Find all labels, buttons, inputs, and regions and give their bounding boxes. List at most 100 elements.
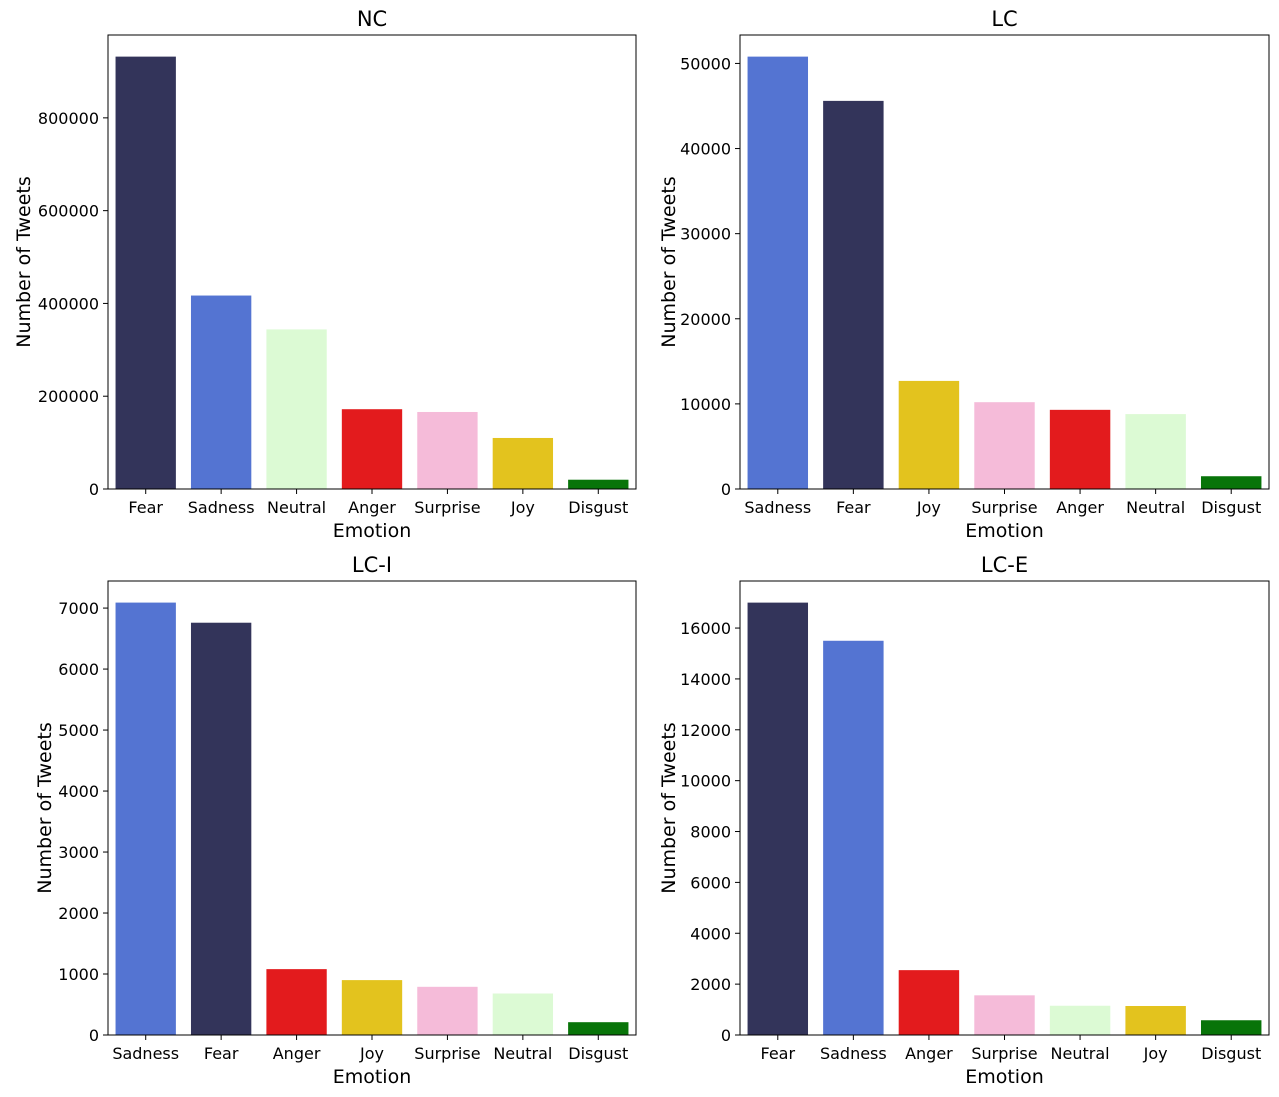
x-tick-label: Anger xyxy=(348,498,396,517)
y-tick-label: 50000 xyxy=(680,54,731,73)
bar-neutral xyxy=(492,993,554,1035)
y-tick-label: 400000 xyxy=(38,294,99,313)
chart-title: NC xyxy=(357,7,387,31)
x-tick-label: Anger xyxy=(905,1044,953,1063)
bar-sadness xyxy=(823,640,884,1035)
x-axis-label: Emotion xyxy=(965,520,1044,542)
chart-title: LC-E xyxy=(981,553,1028,577)
y-tick-label: 0 xyxy=(721,480,731,499)
x-tick-label: Disgust xyxy=(568,1044,628,1063)
chart-panel-0: 0 200000 400000 600000 800000 Fear Sadness Neut… xyxy=(13,7,637,542)
x-tick-label: Sadness xyxy=(112,1044,179,1063)
y-tick-label: 16000 xyxy=(680,619,731,638)
x-axis-label: Emotion xyxy=(333,520,412,542)
plot-frame xyxy=(739,580,1270,1036)
chart-panel-3: 0 2000 4000 6000 8000 10000 12000 14000 16000 Fea… xyxy=(658,553,1270,1088)
chart-title: LC-I xyxy=(352,553,392,577)
y-tick-label: 4000 xyxy=(58,782,99,801)
x-tick-label: Surprise xyxy=(414,498,480,517)
bar-surprise xyxy=(417,411,478,489)
y-tick-label: 6000 xyxy=(58,660,99,679)
y-tick-label: 12000 xyxy=(680,721,731,740)
x-axis-label: Emotion xyxy=(965,1066,1044,1088)
x-tick-label: Sadness xyxy=(744,498,811,517)
bar-surprise xyxy=(974,402,1035,489)
y-tick-label: 10000 xyxy=(680,395,731,414)
x-tick-label: Surprise xyxy=(971,1044,1037,1063)
bar-surprise xyxy=(974,995,1035,1035)
bar-fear xyxy=(823,100,884,490)
bar-disgust xyxy=(568,1022,629,1035)
bar-surprise xyxy=(417,986,478,1035)
y-axis-label: Number of Tweets xyxy=(658,176,680,347)
bar-anger xyxy=(341,409,403,489)
bar-anger xyxy=(1049,409,1111,489)
x-tick-label: Neutral xyxy=(493,1044,552,1063)
bar-joy xyxy=(898,380,960,489)
chart-panel-1: 0 10000 20000 30000 40000 50000 Sadness Fear Joy… xyxy=(658,7,1270,542)
x-tick-label: Disgust xyxy=(1201,498,1261,517)
x-tick-label: Neutral xyxy=(267,498,326,517)
bar-joy xyxy=(492,437,554,489)
bar-sadness xyxy=(115,602,176,1035)
y-tick-label: 200000 xyxy=(38,387,99,406)
y-tick-label: 0 xyxy=(89,480,99,499)
y-tick-label: 0 xyxy=(89,1026,99,1045)
bar-sadness xyxy=(190,295,252,489)
y-axis-label: Number of Tweets xyxy=(34,722,56,893)
bar-joy xyxy=(1125,1006,1186,1035)
bar-anger xyxy=(266,969,327,1035)
x-tick-label: Fear xyxy=(128,498,163,517)
y-tick-label: 7000 xyxy=(58,599,99,618)
y-tick-label: 6000 xyxy=(690,873,731,892)
bar-neutral xyxy=(266,329,327,489)
x-tick-label: Fear xyxy=(836,498,871,517)
y-tick-label: 2000 xyxy=(690,975,731,994)
x-tick-label: Sadness xyxy=(820,1044,887,1063)
x-tick-label: Joy xyxy=(359,1044,384,1063)
bar-fear xyxy=(747,602,809,1035)
x-tick-label: Fear xyxy=(204,1044,239,1063)
y-tick-label: 0 xyxy=(721,1026,731,1045)
y-tick-label: 30000 xyxy=(680,225,731,244)
x-tick-label: Neutral xyxy=(1126,498,1185,517)
y-tick-label: 5000 xyxy=(58,721,99,740)
x-tick-label: Neutral xyxy=(1051,1044,1110,1063)
bar-disgust xyxy=(1200,476,1262,489)
y-tick-label: 2000 xyxy=(58,904,99,923)
bar-fear xyxy=(190,622,252,1035)
bar-disgust xyxy=(1200,1020,1262,1035)
x-tick-label: Joy xyxy=(916,498,941,517)
bar-disgust xyxy=(568,479,629,489)
y-tick-label: 4000 xyxy=(690,924,731,943)
y-tick-label: 10000 xyxy=(680,772,731,791)
y-tick-label: 1000 xyxy=(58,965,99,984)
plot-frame xyxy=(107,580,637,1036)
x-tick-label: Surprise xyxy=(414,1044,480,1063)
bar-anger xyxy=(898,970,960,1035)
x-tick-label: Anger xyxy=(1056,498,1104,517)
x-tick-label: Disgust xyxy=(1201,1044,1261,1063)
bar-neutral xyxy=(1125,414,1186,489)
y-tick-label: 20000 xyxy=(680,310,731,329)
chart-panel-2: 0 1000 2000 3000 4000 5000 6000 7000 Sadness Fear… xyxy=(34,553,637,1088)
bar-sadness xyxy=(747,56,809,489)
bar-fear xyxy=(115,56,176,489)
bar-joy xyxy=(341,980,403,1035)
chart-title: LC xyxy=(991,7,1017,31)
x-tick-label: Disgust xyxy=(568,498,628,517)
x-tick-label: Surprise xyxy=(971,498,1037,517)
x-tick-label: Sadness xyxy=(188,498,255,517)
x-axis-label: Emotion xyxy=(333,1066,412,1088)
y-tick-label: 14000 xyxy=(680,670,731,689)
y-tick-label: 3000 xyxy=(58,843,99,862)
x-tick-label: Anger xyxy=(273,1044,321,1063)
x-tick-label: Joy xyxy=(1143,1044,1168,1063)
x-tick-label: Joy xyxy=(510,498,535,517)
bar-neutral xyxy=(1049,1005,1111,1035)
y-tick-label: 40000 xyxy=(680,140,731,159)
y-tick-label: 800000 xyxy=(38,109,99,128)
y-tick-label: 8000 xyxy=(690,823,731,842)
x-tick-label: Fear xyxy=(761,1044,796,1063)
